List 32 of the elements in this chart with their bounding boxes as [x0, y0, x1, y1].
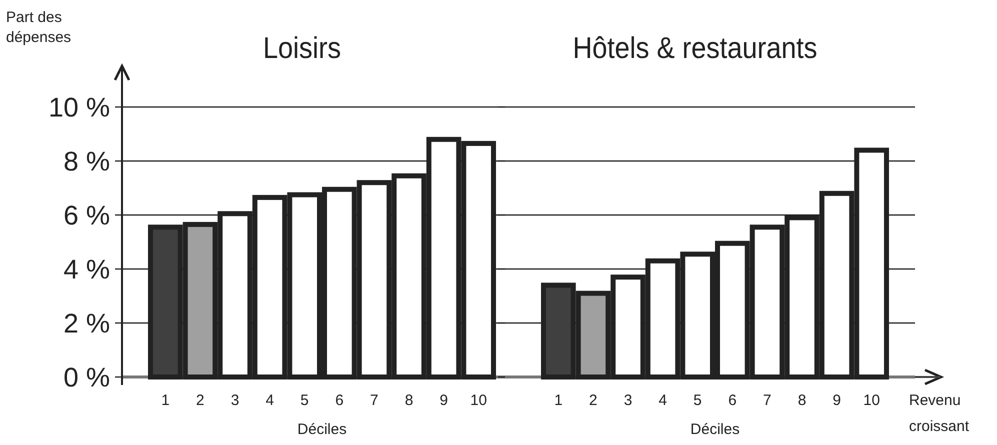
x-tick-label: 3 [230, 392, 240, 409]
x-tick-label: 8 [798, 392, 806, 409]
x-tick-label: 4 [658, 392, 667, 409]
y-tick-label: 10 % [48, 92, 110, 122]
x-tick-label: 9 [832, 392, 841, 409]
y-axis-title: Part des dépenses [6, 9, 72, 46]
x-tick-label: 1 [161, 392, 170, 409]
y-tick-label: 8 % [63, 146, 110, 176]
x-tick-label: 2 [196, 392, 204, 409]
x-tick-label: 8 [404, 392, 414, 409]
y-tick-label: 0 % [63, 362, 110, 392]
x-axis-title: Déciles [297, 421, 347, 438]
y-tick-label: 4 % [63, 254, 110, 284]
x-tick-label: 10 [470, 392, 487, 409]
x-tick-label: 4 [266, 392, 274, 409]
x-tick-label: 7 [763, 392, 772, 409]
x-tick-label: 6 [335, 392, 344, 409]
x-tick-label: 3 [624, 392, 632, 409]
y-tick-label: 2 % [63, 308, 110, 338]
y-tick-label: 6 % [63, 200, 110, 230]
x-tick-label: 9 [440, 392, 448, 409]
x-tick-label: 6 [728, 392, 737, 409]
chart-title: Hôtels & restaurants [572, 32, 818, 66]
chart-title: Loisirs [263, 32, 341, 66]
x-tick-label: 2 [589, 392, 598, 409]
text: Revenu croissant [909, 392, 970, 435]
x-tick-label: 1 [554, 392, 563, 409]
x-tick-label: 7 [370, 392, 378, 409]
x-tick-label: 10 [863, 392, 880, 409]
x-axis-title: Déciles [690, 421, 740, 438]
x-tick-label: 5 [693, 392, 702, 409]
x-tick-label: 5 [300, 392, 309, 409]
